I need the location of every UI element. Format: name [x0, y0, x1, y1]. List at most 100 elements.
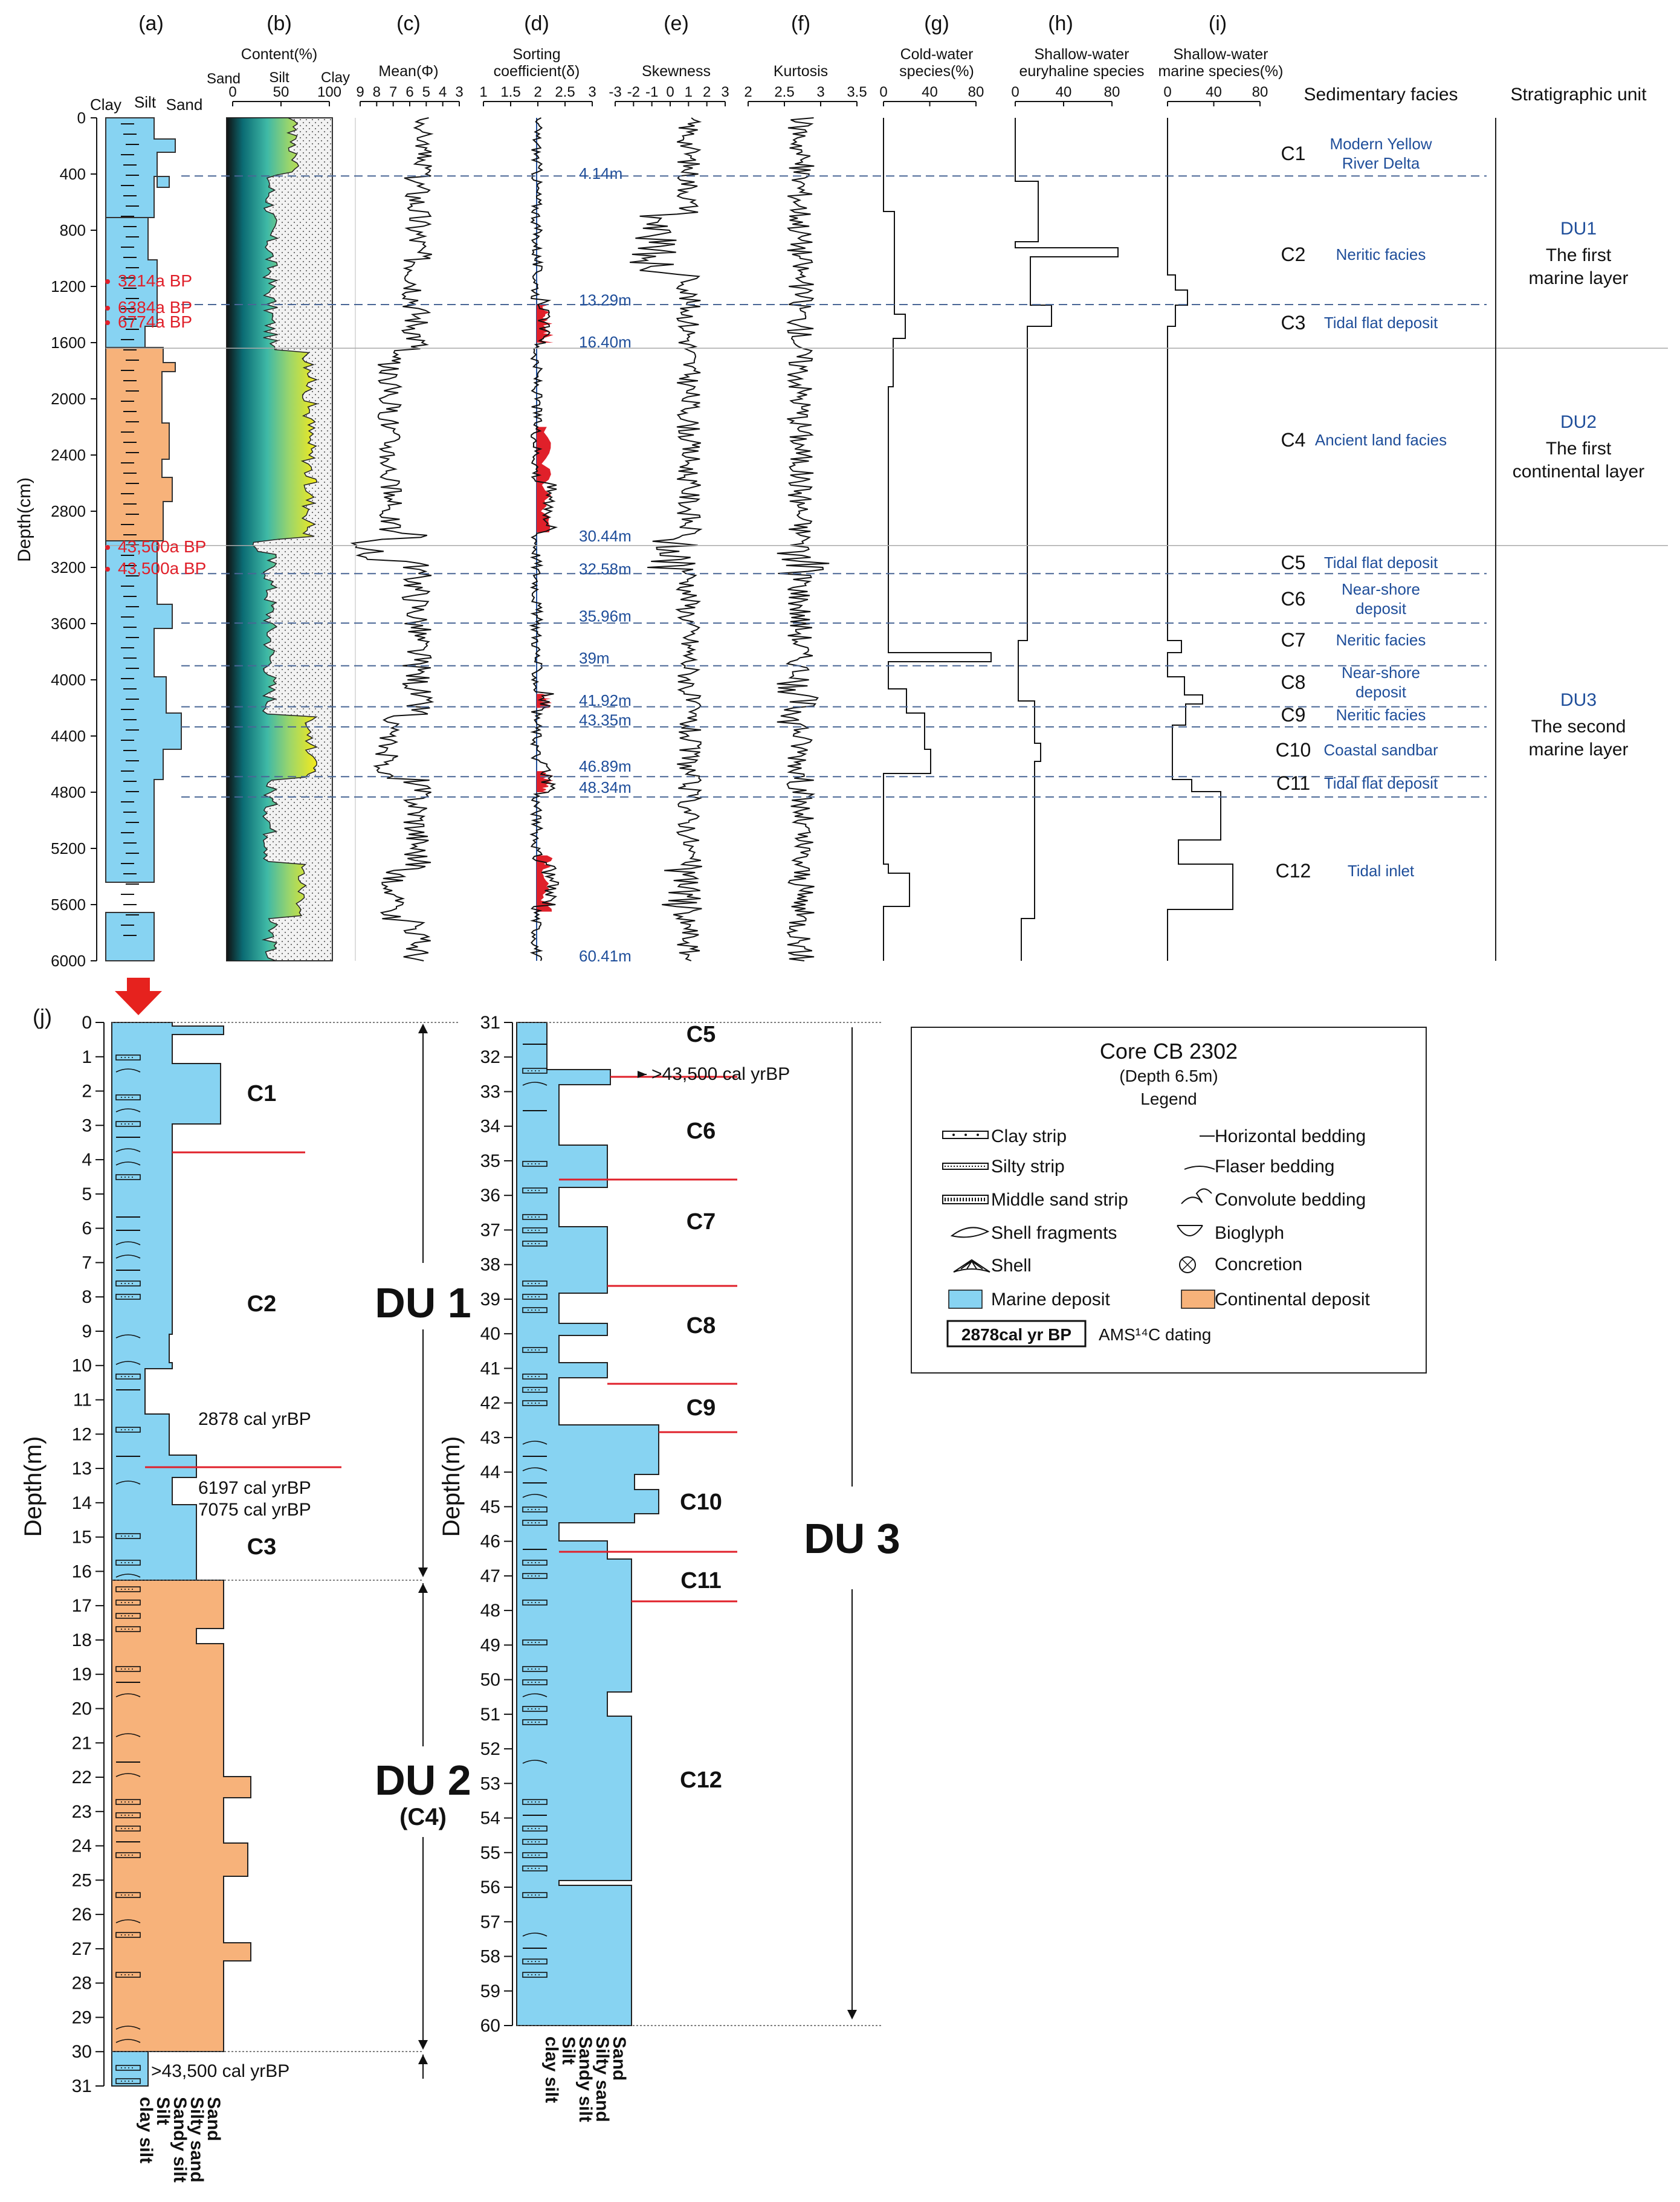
- kurtosis-track-f: [777, 117, 830, 961]
- clay-strip-mark: [115, 1280, 141, 1287]
- content-title: Content(%): [241, 46, 317, 63]
- legend-subtitle: (Depth 6.5m): [1119, 1067, 1218, 1085]
- facies-name: Tidal flat deposit: [1324, 314, 1438, 332]
- clay-dot: [952, 1134, 955, 1136]
- kurtosis-curve: [777, 117, 830, 961]
- clay-strip-mark: [115, 1427, 141, 1433]
- clay-strip-mark: [522, 1068, 548, 1074]
- content-silt-label: Silt: [269, 69, 289, 86]
- boundary-depth-label: 35.96m: [579, 607, 632, 625]
- clay-strip-mark: [522, 1679, 548, 1685]
- left-depth-tick: 30: [72, 2042, 92, 2062]
- left-depth-tick: 20: [72, 1699, 92, 1719]
- clay-strip-mark: [522, 1573, 548, 1579]
- left-facies-c2: C2: [247, 1291, 277, 1317]
- grain-size-label: Silty sand: [187, 2097, 207, 2183]
- legend-label-marine-deposit: Marine deposit: [991, 1290, 1110, 1309]
- clay-strip-mark: [522, 1799, 548, 1805]
- left-depth-tick: 21: [72, 1733, 92, 1753]
- right-facies-c12: C12: [680, 1768, 722, 1793]
- facies-name: Tidal inlet: [1348, 862, 1415, 880]
- clay-dot: [964, 1134, 967, 1136]
- clay-strip-mark: [522, 1892, 548, 1898]
- boundary-depth-label: 60.41m: [579, 947, 632, 965]
- panel-label-d: (d): [524, 12, 549, 35]
- continental-swatch: [1181, 1290, 1215, 1309]
- marine-species-title-l1: Shallow-water: [1173, 46, 1268, 63]
- left-depth-tick: 25: [72, 1870, 92, 1890]
- clay-strip-mark: [115, 1094, 141, 1100]
- dating-dot: [105, 306, 110, 311]
- lower-panel: (j) Depth(m) Depth(m) 012345678910111213…: [20, 1004, 1427, 2183]
- right-date-1: >43,500 cal yrBP: [651, 1064, 790, 1084]
- track-tick-label: 1: [479, 84, 487, 100]
- right-depth-tick: 45: [480, 1497, 500, 1517]
- left-facies-c3: C3: [247, 1534, 277, 1560]
- clay-strip-mark: [115, 1174, 141, 1180]
- left-depth-tick: 12: [72, 1424, 92, 1444]
- silty-strip-icon: [942, 1163, 989, 1170]
- du2-label: DU 2: [375, 1757, 471, 1804]
- depth-tick-label: 3600: [51, 615, 86, 633]
- left-depth-tick: 17: [72, 1596, 92, 1616]
- track-tick-label: 2: [703, 84, 711, 100]
- dating-dot: [105, 279, 110, 284]
- clay-strip-mark: [115, 1560, 141, 1566]
- du1-code: DU1: [1560, 219, 1597, 239]
- clay-strip-mark: [522, 1241, 548, 1247]
- legend-flaser-bedding: Flaser bedding: [1184, 1157, 1334, 1177]
- left-depth-tick: 13: [72, 1459, 92, 1479]
- flaser-mark: [115, 2026, 141, 2030]
- boundary-depth-label: 43.35m: [579, 711, 632, 729]
- right-depth-tick: 57: [480, 1912, 500, 1932]
- clay-strip-mark: [522, 1161, 548, 1167]
- clay-strip-mark: [115, 1600, 141, 1606]
- depth-tick-label: 4400: [51, 727, 86, 745]
- content-clay-label: Clay: [321, 69, 350, 86]
- grain-size-label: Silt: [558, 2036, 578, 2065]
- marine-species-title-l2: marine species(%): [1158, 63, 1283, 80]
- clay-strip-mark: [522, 1214, 548, 1220]
- track-tick-label: 8: [373, 84, 381, 100]
- boundary-depth-label: 16.40m: [579, 333, 632, 351]
- facies-name: Tidal flat deposit: [1324, 774, 1438, 792]
- clay-strip-mark: [522, 1506, 548, 1513]
- depth-tick-label: 4800: [51, 783, 86, 801]
- right-depth-tick: 54: [480, 1809, 500, 1829]
- du1-line1: The first: [1546, 245, 1612, 265]
- left-depth-tick: 9: [82, 1322, 92, 1342]
- clay-strip-mark: [522, 1826, 548, 1832]
- legend-continental-deposit: Continental deposit: [1181, 1290, 1371, 1309]
- left-log-marine-c1-c3: [111, 1022, 224, 1581]
- flaser-mark: [115, 1068, 141, 1073]
- left-depth-tick: 7: [82, 1253, 92, 1273]
- arrow-up-icon: [418, 2055, 428, 2064]
- left-depth-tick: 0: [82, 1013, 92, 1033]
- depth-tick-label: 5600: [51, 896, 86, 914]
- concretion-hatch: [1181, 1259, 1194, 1271]
- left-depth-tick: 2: [82, 1082, 92, 1102]
- facies-name: Neritic facies: [1336, 245, 1426, 263]
- left-depth-tick: 11: [73, 1390, 92, 1410]
- panel-label-e: (e): [664, 12, 689, 35]
- dating-label-1: 3214a BP: [118, 271, 192, 290]
- right-depth-tick: 47: [480, 1566, 500, 1586]
- right-facies-c6: C6: [687, 1119, 716, 1144]
- right-depth-tick: 39: [480, 1290, 500, 1309]
- clay-strip-mark: [522, 1852, 548, 1858]
- clay-strip-mark: [522, 1280, 548, 1287]
- depth-tick-label: 2400: [51, 446, 86, 464]
- track-tick-label: 0: [666, 84, 674, 100]
- facies-name-line2: River Delta: [1342, 154, 1420, 172]
- lithology-column-a: [105, 117, 182, 961]
- panel-label-j: (j): [33, 1004, 52, 1029]
- lower-depth-label-left: Depth(m): [20, 1436, 47, 1537]
- right-facies-c10: C10: [680, 1490, 722, 1515]
- left-depth-tick: 5: [82, 1184, 92, 1204]
- track-tick-label: 7: [389, 84, 397, 100]
- left-depth-tick: 24: [72, 1836, 92, 1856]
- left-depth-tick: 4: [82, 1150, 92, 1170]
- flaser-mark: [522, 1441, 548, 1445]
- texture-silt-label: Silt: [134, 93, 157, 111]
